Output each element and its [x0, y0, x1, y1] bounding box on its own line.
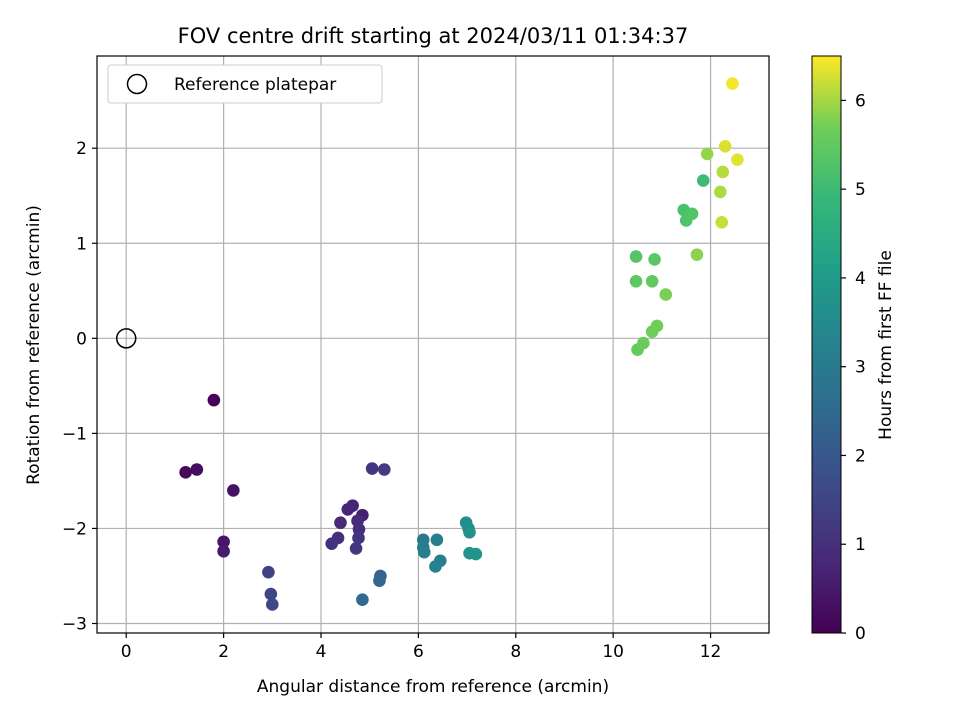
grid-lines: [97, 56, 769, 633]
data-point: [714, 185, 727, 199]
data-point: [266, 598, 279, 611]
data-point: [262, 565, 275, 579]
data-point: [715, 216, 729, 229]
data-point: [207, 393, 221, 407]
data-point: [648, 253, 661, 266]
data-point: [325, 537, 339, 550]
x-tick-label: 8: [510, 642, 521, 662]
data-point: [378, 463, 391, 476]
data-point: [352, 531, 365, 545]
legend-box: [107, 64, 383, 104]
colorbar-tick-label: 3: [855, 358, 866, 378]
data-point: [217, 544, 230, 558]
x-tick-label: 12: [700, 642, 722, 662]
data-point: [430, 533, 444, 547]
colorbar-tick-label: 4: [855, 269, 866, 289]
data-point: [690, 248, 704, 261]
colorbar-tick-label: 5: [855, 180, 866, 200]
data-point: [637, 336, 650, 350]
data-point: [190, 463, 204, 476]
colorbar-ticks: 0 1 2 3 4 5 6: [841, 91, 866, 644]
data-point: [629, 250, 643, 263]
data-point: [659, 288, 673, 301]
data-point: [700, 147, 714, 161]
data-point: [645, 274, 659, 288]
colorbar-tick-label: 6: [855, 91, 866, 111]
y-tick-label: 2: [76, 139, 87, 159]
data-point: [718, 140, 732, 153]
data-point: [217, 535, 230, 549]
data-point: [696, 174, 710, 187]
colorbar-tick-label: 0: [855, 624, 866, 644]
y-tick-label: −1: [62, 424, 87, 444]
data-point: [264, 587, 278, 601]
x-tick-label: 0: [121, 642, 132, 662]
data-point: [356, 593, 369, 607]
colorbar-tick-label: 2: [855, 446, 866, 466]
y-tick-label: 0: [76, 329, 87, 349]
y-axis-label: Rotation from reference (arcmin): [24, 205, 44, 485]
data-point: [716, 165, 730, 179]
data-point: [179, 466, 192, 479]
reference-marker: [115, 328, 137, 349]
data-point: [373, 574, 386, 588]
data-points: [179, 77, 744, 611]
data-point: [341, 503, 355, 516]
legend: Reference platepar: [107, 64, 383, 104]
legend-entry-reference: Reference platepar: [174, 75, 336, 95]
legend-marker-icon: [126, 73, 148, 95]
colorbar-label: Hours from first FF file: [876, 250, 896, 440]
x-tick-label: 6: [413, 642, 424, 662]
data-point: [429, 560, 442, 573]
x-tick-label: 4: [316, 642, 327, 662]
data-point: [629, 274, 643, 288]
y-axis: −3 −2 −1 0 1 2: [62, 139, 97, 634]
x-tick-label: 10: [602, 642, 624, 662]
plot-area-frame: [96, 55, 770, 634]
reference-platepar-point: [115, 328, 137, 349]
x-tick-label: 2: [218, 642, 229, 662]
y-tick-label: −3: [62, 614, 87, 634]
colorbar: 0 1 2 3 4 5 6 Hours from first FF file: [811, 55, 896, 644]
data-point: [726, 77, 739, 90]
data-point: [685, 207, 699, 221]
data-point: [731, 153, 744, 166]
data-point: [334, 516, 347, 530]
x-axis-label: Angular distance from reference (arcmin): [257, 677, 609, 697]
data-point: [650, 319, 664, 333]
data-point: [365, 462, 379, 475]
x-axis: 0 2 4 6 8 10 12: [121, 633, 722, 662]
colorbar-tick-label: 1: [855, 535, 866, 555]
data-point: [417, 545, 431, 559]
data-point: [349, 542, 363, 555]
data-point: [227, 484, 240, 497]
y-tick-label: −2: [62, 519, 87, 539]
data-point: [463, 525, 476, 539]
y-tick-label: 1: [76, 234, 87, 254]
data-point: [469, 547, 483, 561]
chart-title: FOV centre drift starting at 2024/03/11 …: [178, 24, 689, 48]
colorbar-gradient: [811, 55, 842, 634]
